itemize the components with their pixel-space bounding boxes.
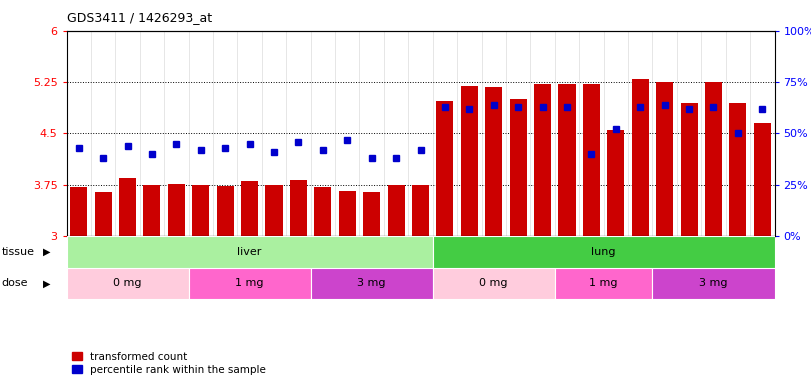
Bar: [555, 268, 652, 299]
Bar: [652, 268, 775, 299]
Bar: [705, 82, 722, 236]
Text: 1 mg: 1 mg: [590, 278, 618, 288]
Bar: [436, 101, 453, 236]
Bar: [168, 184, 185, 236]
Text: GDS3411 / 1426293_at: GDS3411 / 1426293_at: [67, 12, 212, 25]
Text: tissue: tissue: [2, 247, 35, 257]
Bar: [339, 191, 356, 236]
Bar: [559, 84, 576, 236]
Text: 1 mg: 1 mg: [235, 278, 264, 288]
Bar: [583, 84, 600, 236]
Text: 0 mg: 0 mg: [479, 278, 508, 288]
Text: dose: dose: [2, 278, 28, 288]
Bar: [119, 178, 136, 236]
Bar: [217, 186, 234, 236]
Bar: [753, 123, 770, 236]
Bar: [729, 103, 746, 236]
Bar: [144, 185, 161, 236]
Bar: [433, 268, 555, 299]
Bar: [71, 187, 88, 236]
Text: ▶: ▶: [43, 247, 51, 257]
Bar: [680, 103, 697, 236]
Text: ▶: ▶: [43, 278, 51, 288]
Bar: [192, 185, 209, 236]
Bar: [241, 181, 258, 236]
Text: 0 mg: 0 mg: [114, 278, 142, 288]
Bar: [656, 82, 673, 236]
Bar: [632, 79, 649, 236]
Bar: [363, 192, 380, 236]
Bar: [433, 236, 775, 268]
Bar: [485, 87, 502, 236]
Bar: [290, 180, 307, 236]
Text: 3 mg: 3 mg: [358, 278, 386, 288]
Bar: [265, 185, 282, 236]
Bar: [189, 268, 311, 299]
Text: lung: lung: [591, 247, 616, 257]
Text: liver: liver: [238, 247, 262, 257]
Bar: [315, 187, 332, 236]
Bar: [509, 99, 526, 236]
Bar: [67, 236, 433, 268]
Bar: [311, 268, 433, 299]
Bar: [388, 185, 405, 236]
Bar: [95, 192, 112, 236]
Legend: transformed count, percentile rank within the sample: transformed count, percentile rank withi…: [71, 352, 266, 375]
Bar: [67, 268, 189, 299]
Text: 3 mg: 3 mg: [699, 278, 727, 288]
Bar: [461, 86, 478, 236]
Bar: [607, 130, 624, 236]
Bar: [534, 84, 551, 236]
Bar: [412, 185, 429, 236]
